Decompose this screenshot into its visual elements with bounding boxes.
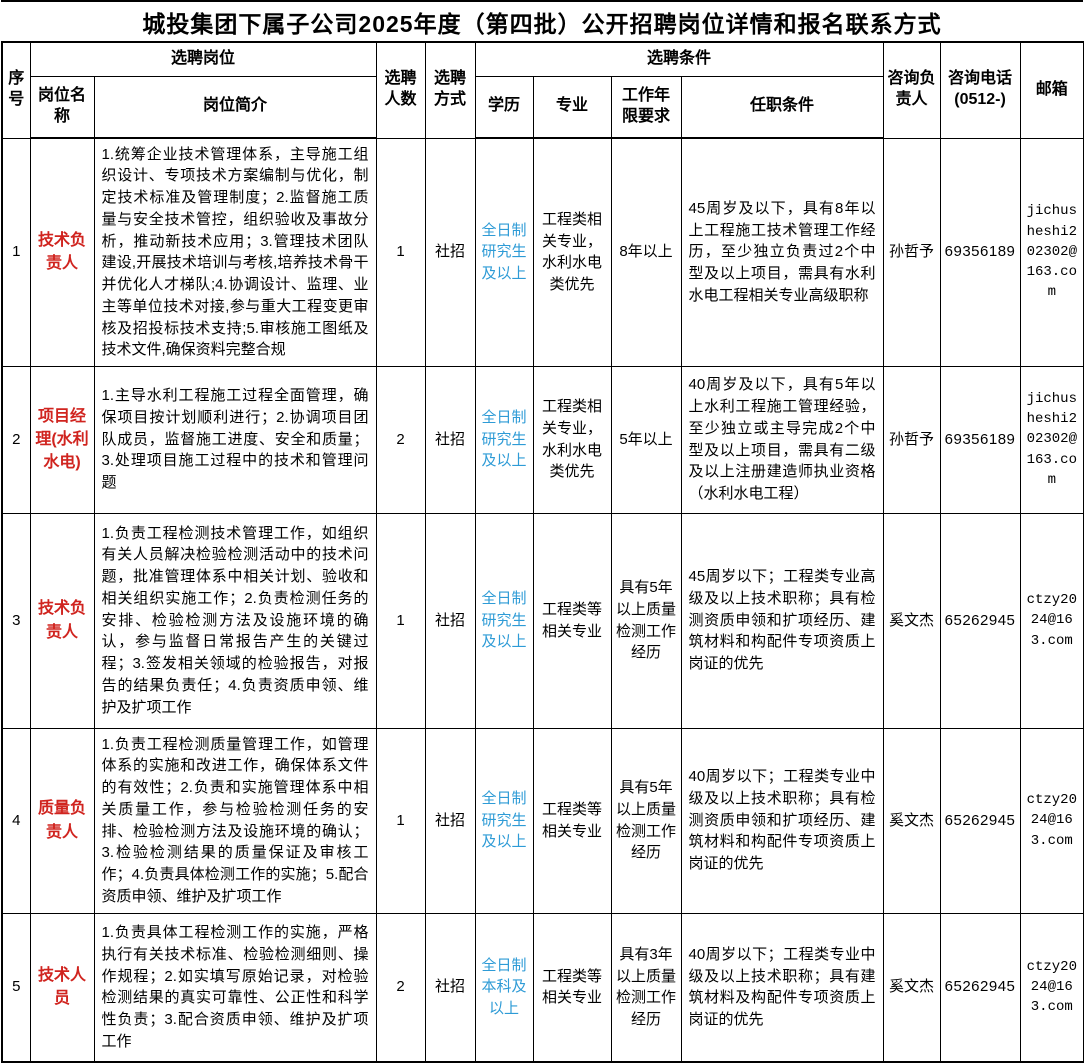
cell-requirements: 40周岁以下；工程类专业中级及以上技术职称；具有建筑材料及构配件专项资质上岗证的… xyxy=(680,912,884,1063)
header-headcount: 选聘人数 xyxy=(375,41,426,139)
cell-position-name: 技术负责人 xyxy=(29,512,95,729)
header-degree: 学历 xyxy=(474,75,534,139)
cell-serial-number: 2 xyxy=(1,365,31,514)
cell-position-name: 技术负责人 xyxy=(29,137,95,367)
cell-degree: 全日制本科及以上 xyxy=(474,912,534,1063)
cell-method: 社招 xyxy=(424,727,476,914)
cell-major: 工程类相关专业，水利水电类优先 xyxy=(532,365,612,514)
header-method: 选聘方式 xyxy=(424,41,476,139)
cell-headcount: 1 xyxy=(375,727,426,914)
cell-position-description: 1.负责具体工程检测工作的实施，严格执行有关技术标准、检验检测细则、操作规程；2… xyxy=(93,912,377,1063)
cell-experience: 8年以上 xyxy=(610,137,682,367)
header-email: 邮箱 xyxy=(1019,41,1084,139)
cell-method: 社招 xyxy=(424,912,476,1063)
cell-method: 社招 xyxy=(424,137,476,367)
cell-position-description: 1.主导水利工程施工过程全面管理，确保项目按计划顺利进行；2.协调项目团队成员，… xyxy=(93,365,377,514)
cell-requirements: 40周岁及以下，具有5年以上水利工程施工管理经验，至少独立或主导完成2个中型及以… xyxy=(680,365,884,514)
cell-serial-number: 4 xyxy=(1,727,31,914)
header-position-name: 岗位名称 xyxy=(29,75,95,139)
cell-email: ctzy2024@163.com xyxy=(1019,512,1084,729)
cell-email: ctzy2024@163.com xyxy=(1019,727,1084,914)
cell-headcount: 1 xyxy=(375,137,426,367)
cell-method: 社招 xyxy=(424,365,476,514)
cell-serial-number: 1 xyxy=(1,137,31,367)
cell-requirements: 45周岁及以下，具有8年以上工程施工技术管理工作经历，至少独立负责过2个中型及以… xyxy=(680,137,884,367)
cell-email: jichusheshi202302@163.com xyxy=(1019,137,1084,367)
cell-degree: 全日制研究生及以上 xyxy=(474,727,534,914)
cell-contact-person: 孙哲予 xyxy=(882,137,941,367)
cell-experience: 具有3年以上质量检测工作经历 xyxy=(610,912,682,1063)
cell-headcount: 2 xyxy=(375,365,426,514)
header-major: 专业 xyxy=(532,75,612,139)
cell-contact-phone: 65262945 xyxy=(939,727,1021,914)
cell-position-name: 质量负责人 xyxy=(29,727,95,914)
header-requirements: 任职条件 xyxy=(680,75,884,139)
cell-requirements: 40周岁以下；工程类专业中级及以上技术职称；具有检测资质申领和扩项经历、建筑材料… xyxy=(680,727,884,914)
cell-contact-person: 奚文杰 xyxy=(882,912,941,1063)
cell-email: ctzy2024@163.com xyxy=(1019,912,1084,1063)
table-row: 3 技术负责人 1.负责工程检测技术管理工作，如组织有关人员解决检验检测活动中的… xyxy=(1,512,1084,729)
cell-position-name: 技术人员 xyxy=(29,912,95,1063)
header-group-position: 选聘岗位 xyxy=(29,41,377,77)
table-header: 序号 选聘岗位 选聘人数 选聘方式 选聘条件 咨询负责人 咨询电话(0512-)… xyxy=(1,41,1084,139)
header-experience: 工作年限要求 xyxy=(610,75,682,139)
cell-email: jichusheshi202302@163.com xyxy=(1019,365,1084,514)
cell-degree: 全日制研究生及以上 xyxy=(474,365,534,514)
cell-major: 工程类等相关专业 xyxy=(532,727,612,914)
cell-contact-person: 孙哲予 xyxy=(882,365,941,514)
cell-degree: 全日制研究生及以上 xyxy=(474,512,534,729)
cell-headcount: 2 xyxy=(375,912,426,1063)
cell-method: 社招 xyxy=(424,512,476,729)
cell-serial-number: 5 xyxy=(1,912,31,1063)
header-contact-phone: 咨询电话(0512-) xyxy=(939,41,1021,139)
cell-contact-phone: 65262945 xyxy=(939,512,1021,729)
page-title: 城投集团下属子公司2025年度（第四批）公开招聘岗位详情和报名联系方式 xyxy=(1,0,1083,41)
table-body: 1 技术负责人 1.统筹企业技术管理体系，主导施工组织设计、专项技术方案编制与优… xyxy=(1,137,1084,1063)
cell-major: 工程类相关专业，水利水电类优先 xyxy=(532,137,612,367)
cell-requirements: 45周岁以下；工程类专业高级及以上技术职称；具有检测资质申领和扩项经历、建筑材料… xyxy=(680,512,884,729)
cell-experience: 具有5年以上质量检测工作经历 xyxy=(610,512,682,729)
cell-contact-phone: 69356189 xyxy=(939,365,1021,514)
table-row: 4 质量负责人 1.负责工程检测质量管理工作，如管理体系的实施和改进工作，确保体… xyxy=(1,727,1084,914)
cell-position-description: 1.负责工程检测技术管理工作，如组织有关人员解决检验检测活动中的技术问题，批准管… xyxy=(93,512,377,729)
recruitment-table: 序号 选聘岗位 选聘人数 选聘方式 选聘条件 咨询负责人 咨询电话(0512-)… xyxy=(1,41,1084,1063)
cell-experience: 5年以上 xyxy=(610,365,682,514)
cell-position-name: 项目经理(水利水电) xyxy=(29,365,95,514)
cell-position-description: 1.统筹企业技术管理体系，主导施工组织设计、专项技术方案编制与优化，制定技术标准… xyxy=(93,137,377,367)
cell-headcount: 1 xyxy=(375,512,426,729)
header-position-description: 岗位简介 xyxy=(93,75,377,139)
header-group-conditions: 选聘条件 xyxy=(474,41,884,77)
table-row: 1 技术负责人 1.统筹企业技术管理体系，主导施工组织设计、专项技术方案编制与优… xyxy=(1,137,1084,367)
cell-major: 工程类等相关专业 xyxy=(532,512,612,729)
table-row: 2 项目经理(水利水电) 1.主导水利工程施工过程全面管理，确保项目按计划顺利进… xyxy=(1,365,1084,514)
cell-contact-phone: 65262945 xyxy=(939,912,1021,1063)
cell-contact-person: 奚文杰 xyxy=(882,727,941,914)
cell-experience: 具有5年以上质量检测工作经历 xyxy=(610,727,682,914)
cell-position-description: 1.负责工程检测质量管理工作，如管理体系的实施和改进工作，确保体系文件的有效性；… xyxy=(93,727,377,914)
cell-degree: 全日制研究生及以上 xyxy=(474,137,534,367)
header-contact-person: 咨询负责人 xyxy=(882,41,941,139)
cell-contact-person: 奚文杰 xyxy=(882,512,941,729)
cell-contact-phone: 69356189 xyxy=(939,137,1021,367)
cell-major: 工程类等相关专业 xyxy=(532,912,612,1063)
table-row: 5 技术人员 1.负责具体工程检测工作的实施，严格执行有关技术标准、检验检测细则… xyxy=(1,912,1084,1063)
header-serial-number: 序号 xyxy=(1,41,31,139)
cell-serial-number: 3 xyxy=(1,512,31,729)
